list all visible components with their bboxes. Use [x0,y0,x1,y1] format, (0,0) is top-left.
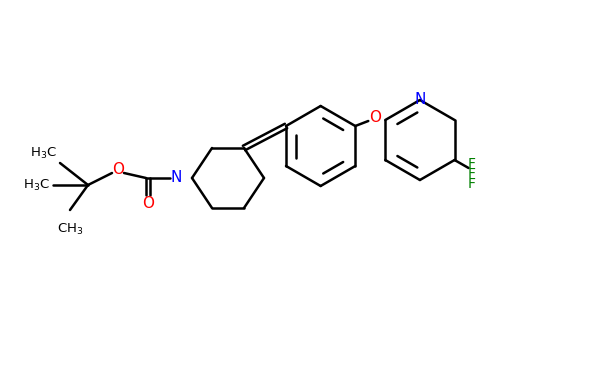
Text: CH$_3$: CH$_3$ [57,222,83,237]
Text: O: O [369,111,381,126]
Text: O: O [112,162,124,177]
Text: N: N [414,93,425,108]
Text: F: F [468,177,476,191]
Text: O: O [142,196,154,211]
Text: H$_3$C: H$_3$C [30,146,57,160]
Text: N: N [171,171,182,186]
Text: F: F [468,167,476,181]
Text: H$_3$C: H$_3$C [23,177,50,192]
Text: F: F [468,157,476,171]
